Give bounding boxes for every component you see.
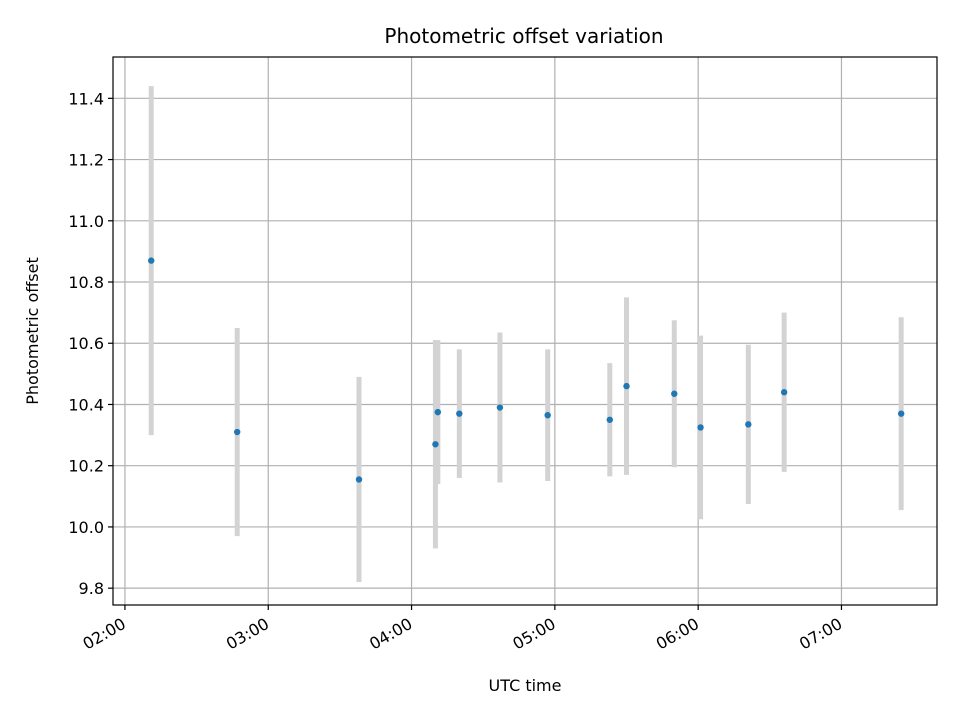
x-tick-label: 04:00 <box>366 614 415 654</box>
errorbars <box>148 86 904 583</box>
x-axis-label: UTC time <box>489 676 562 695</box>
x-tick-label: 02:00 <box>80 614 129 654</box>
y-tick-label: 10.4 <box>68 395 104 414</box>
x-axis: 02:00 03:00 04:00 05:00 06:00 07:00 <box>80 605 845 654</box>
y-axis: 9.8 10.0 10.2 10.4 10.6 10.8 11.0 11.2 11.4 <box>68 89 113 598</box>
y-tick-label: 11.4 <box>68 89 104 108</box>
data-point <box>148 257 155 264</box>
data-point <box>697 424 704 431</box>
y-tick-label: 10.0 <box>68 518 104 537</box>
x-tick-label: 03:00 <box>223 614 272 654</box>
y-tick-label: 9.8 <box>79 579 104 598</box>
x-tick-label: 07:00 <box>796 614 845 654</box>
data-point <box>623 382 630 390</box>
plot-frame <box>112 56 938 606</box>
data-point <box>780 389 788 396</box>
data-point <box>456 410 463 417</box>
x-tick-label: 05:00 <box>509 614 558 654</box>
data-points <box>148 257 905 483</box>
data-point <box>233 428 241 436</box>
chart-title: Photometric offset variation <box>384 24 663 48</box>
x-tick-label: 06:00 <box>653 614 702 654</box>
data-point <box>897 410 905 417</box>
data-point <box>544 411 551 419</box>
y-tick-label: 11.2 <box>68 151 104 170</box>
y-tick-label: 10.6 <box>68 334 104 353</box>
data-point <box>671 390 678 397</box>
y-axis-label: Photometric offset <box>23 257 42 405</box>
data-point <box>434 408 442 416</box>
y-tick-label: 10.8 <box>68 273 104 292</box>
y-tick-label: 11.0 <box>68 212 104 231</box>
data-point <box>606 416 613 423</box>
data-point <box>355 476 363 483</box>
data-point <box>496 404 504 411</box>
y-tick-label: 10.2 <box>68 457 104 476</box>
data-point <box>432 441 439 448</box>
data-point <box>745 421 752 428</box>
